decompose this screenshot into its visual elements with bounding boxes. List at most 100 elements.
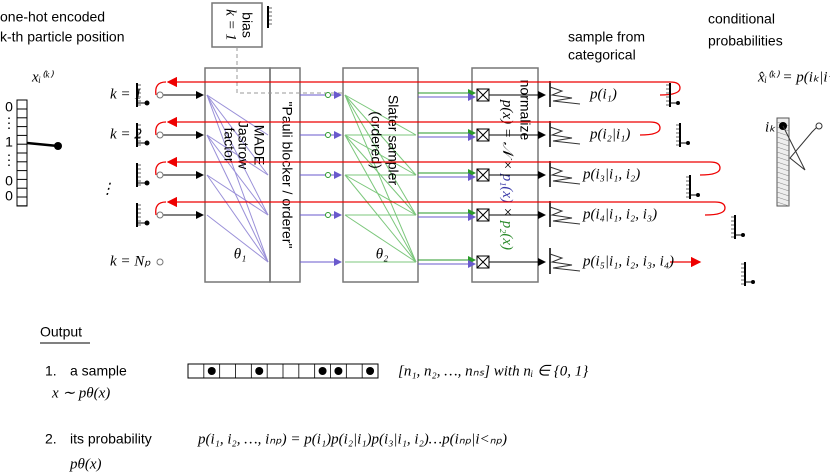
multiply-cross bbox=[476, 128, 490, 142]
input-node bbox=[156, 91, 164, 99]
conditional-formula: x̂ᵢ⁽ᵏ⁾ = p(iₖ|i<ₖ) bbox=[757, 69, 830, 85]
hatch bbox=[776, 181, 790, 187]
slater-box bbox=[342, 67, 419, 283]
input-dot bbox=[144, 100, 150, 106]
made-connection bbox=[206, 214, 269, 263]
bit-dot bbox=[366, 367, 375, 375]
slater-connection bbox=[344, 94, 417, 263]
multiply-cross bbox=[476, 168, 490, 182]
hatch bbox=[776, 176, 790, 182]
hatch bbox=[776, 191, 790, 197]
formula-part: p₂(x) bbox=[499, 220, 515, 250]
input-dot bbox=[144, 180, 150, 186]
item-label: its probability bbox=[70, 431, 152, 447]
hatch bbox=[776, 141, 790, 147]
made-connection bbox=[206, 94, 269, 136]
row-label: ⋮ bbox=[100, 181, 115, 197]
sample-feedback bbox=[155, 81, 167, 96]
conditional-end bbox=[815, 122, 823, 130]
hatch bbox=[776, 161, 790, 167]
made-connection bbox=[206, 134, 269, 176]
item-math: x ∼ pθ(x) bbox=[51, 385, 110, 401]
item-detail: [n₁, n₂, …, nₙₛ] with nᵢ ∈ {0, 1} bbox=[398, 363, 588, 379]
pauli-label: "Pauli blocker / orderer" bbox=[279, 102, 295, 249]
slater-param: θ₂ bbox=[376, 246, 389, 262]
hatch bbox=[776, 136, 790, 142]
input-node bbox=[156, 171, 164, 179]
vector-entry: 1 bbox=[5, 134, 13, 150]
normalize-title: normalize bbox=[517, 80, 533, 141]
multiply-cross bbox=[476, 255, 490, 269]
slater-connection bbox=[344, 214, 417, 263]
conditional-label: p(i₂|i₁) bbox=[589, 126, 630, 142]
sample-note: sample from bbox=[568, 29, 645, 45]
hatch bbox=[776, 201, 790, 207]
slater-connection bbox=[344, 94, 417, 136]
sample-feedback bbox=[166, 116, 661, 136]
row-label: k = 2 bbox=[110, 126, 142, 142]
slater-node bbox=[325, 212, 331, 218]
normalize-formula: p(x) = 𝒩 × p₁(x) × p₂(x) bbox=[499, 99, 515, 250]
made-connection bbox=[206, 134, 269, 263]
made-param: θ₁ bbox=[234, 246, 247, 262]
made-connection bbox=[206, 94, 269, 263]
item-number: 2. bbox=[45, 431, 57, 447]
row-label: k = 1 bbox=[110, 86, 142, 102]
input-symbol: xᵢ⁽ᵏ⁾ bbox=[31, 69, 54, 85]
input-dot bbox=[144, 140, 150, 146]
dist-curve bbox=[549, 166, 581, 185]
bit-dot bbox=[318, 367, 327, 375]
slater-connection bbox=[344, 174, 417, 216]
vector-entry: 0 bbox=[5, 188, 13, 204]
made-subtitle: Jastrow bbox=[235, 121, 251, 170]
slater-subtitle: (ordered) bbox=[368, 111, 384, 169]
row-label: k = Nₚ bbox=[110, 253, 151, 269]
sample-note: categorical bbox=[568, 47, 636, 63]
vector-entry: ⋮ bbox=[2, 115, 16, 131]
conditional-label: p(i₁) bbox=[589, 86, 617, 102]
formula-part: p₁(x) bbox=[499, 173, 515, 203]
hatch bbox=[776, 196, 790, 202]
sample-dot bbox=[741, 233, 745, 237]
slater-connection bbox=[344, 134, 417, 176]
item-math: pθ(x) bbox=[69, 456, 102, 472]
made-subtitle: factor bbox=[221, 127, 237, 162]
conditional-curve bbox=[782, 125, 819, 171]
sample-feedback bbox=[166, 196, 726, 216]
made-connection bbox=[206, 174, 269, 263]
slater-node bbox=[325, 132, 331, 138]
slater-connection bbox=[344, 134, 417, 263]
item-label: a sample bbox=[70, 363, 127, 379]
bias-label: bias bbox=[239, 12, 255, 38]
hatch bbox=[776, 146, 790, 152]
vector-entry: ⋮ bbox=[2, 152, 16, 168]
hot-dot bbox=[54, 142, 62, 150]
vector-entry: 0 bbox=[5, 99, 13, 115]
hatch bbox=[776, 131, 790, 137]
slater-title: Slater sampler bbox=[385, 95, 401, 186]
input-node bbox=[156, 258, 164, 266]
bias-link bbox=[236, 47, 343, 94]
conditional-header: conditional bbox=[708, 11, 775, 27]
slater-node bbox=[325, 92, 331, 98]
input-title: k-th particle position bbox=[0, 29, 125, 45]
sample-feedback bbox=[155, 121, 167, 136]
made-title: MADE bbox=[251, 125, 267, 165]
bit-dot bbox=[334, 367, 343, 375]
hatch bbox=[776, 166, 790, 172]
dist-curve bbox=[549, 253, 581, 272]
input-title: one-hot encoded bbox=[0, 9, 105, 25]
multiply-cross bbox=[476, 208, 490, 222]
made-connection bbox=[206, 174, 269, 216]
bit-dot bbox=[207, 367, 216, 375]
item-number: 1. bbox=[45, 363, 57, 379]
slater-connection bbox=[344, 174, 417, 263]
sample-feedback bbox=[155, 161, 167, 176]
conditional-header: probabilities bbox=[708, 33, 783, 49]
dist-curve bbox=[549, 86, 581, 105]
input-dot bbox=[144, 220, 150, 226]
input-node bbox=[156, 211, 164, 219]
hatch bbox=[776, 186, 790, 192]
sample-feedback bbox=[155, 201, 167, 216]
